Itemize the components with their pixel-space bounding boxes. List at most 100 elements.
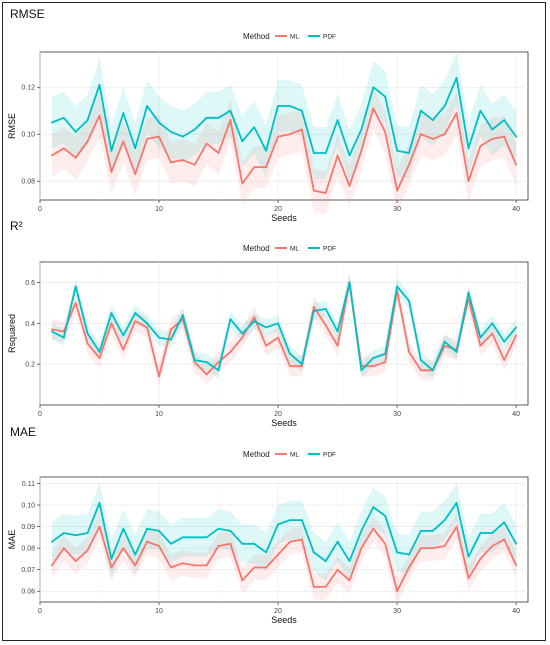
data-point-pdf (265, 326, 268, 329)
data-point-ml (336, 344, 339, 347)
data-point-ml (408, 566, 410, 569)
data-point-pdf (98, 83, 101, 86)
data-point-pdf (419, 359, 422, 361)
data-point-pdf (205, 116, 208, 119)
data-point-ml (277, 336, 279, 339)
data-point-ml (491, 332, 494, 335)
panel-title: MAE (10, 425, 36, 439)
data-point-ml (443, 133, 446, 136)
data-point-pdf (110, 149, 113, 152)
panel-mae: MAE Method ML PDF 0 10 20 30 40 0.06 0.07 0.08 0.09 0… (7, 425, 529, 625)
data-point-pdf (74, 285, 77, 288)
legend-label-pdf: PDF (323, 452, 336, 459)
x-tick-label: 20 (274, 206, 282, 213)
data-point-ml (372, 365, 375, 368)
data-point-ml (503, 538, 506, 541)
data-point-pdf (491, 532, 494, 534)
data-point-pdf (515, 135, 517, 138)
data-point-pdf (193, 128, 196, 131)
legend-title: Method (243, 32, 270, 41)
data-point-pdf (336, 119, 339, 122)
data-point-ml (110, 322, 113, 325)
x-tick-label: 40 (512, 608, 520, 615)
data-point-pdf (467, 555, 470, 558)
y-axis-label: RMSE (7, 113, 17, 139)
data-point-pdf (62, 532, 65, 534)
data-point-ml (241, 579, 244, 582)
data-point-pdf (277, 322, 279, 325)
data-point-pdf (265, 551, 268, 554)
y-tick-label: 0.08 (21, 546, 35, 553)
data-point-ml (324, 192, 327, 194)
data-point-pdf (122, 112, 125, 114)
data-point-ml (312, 586, 315, 588)
data-point-ml (217, 152, 220, 154)
data-point-ml (408, 163, 410, 166)
data-point-pdf (396, 149, 398, 152)
data-point-pdf (62, 116, 65, 119)
data-point-pdf (277, 105, 279, 107)
data-point-ml (98, 357, 101, 359)
data-point-pdf (396, 285, 398, 288)
x-tick-label: 10 (155, 206, 163, 213)
data-point-ml (146, 326, 149, 329)
data-point-pdf (98, 350, 101, 353)
data-point-pdf (253, 126, 256, 129)
data-point-pdf (158, 121, 160, 124)
data-point-pdf (193, 359, 196, 361)
data-point-pdf (51, 540, 53, 543)
data-point-pdf (419, 529, 422, 532)
data-point-pdf (384, 353, 387, 355)
data-point-pdf (336, 330, 339, 333)
data-point-pdf (300, 109, 303, 112)
data-point-ml (170, 161, 172, 164)
x-tick-label: 10 (155, 608, 163, 615)
data-point-ml (384, 542, 387, 545)
data-point-pdf (467, 291, 470, 294)
data-point-ml (277, 553, 279, 556)
data-point-ml (51, 154, 53, 157)
y-tick-label: 0.09 (21, 524, 35, 531)
data-point-pdf (74, 130, 77, 133)
data-point-pdf (503, 521, 506, 524)
data-point-pdf (455, 350, 458, 353)
data-point-ml (51, 328, 53, 331)
data-point-pdf (122, 527, 125, 530)
data-point-pdf (289, 353, 291, 355)
data-point-ml (300, 365, 303, 368)
y-tick-label: 0.08 (21, 179, 35, 186)
data-point-pdf (431, 119, 434, 122)
x-tick-label: 0 (38, 206, 42, 213)
y-axis-label: MAE (7, 530, 17, 550)
data-point-ml (455, 112, 458, 114)
y-axis-label: Rsquared (7, 314, 17, 353)
data-point-pdf (408, 553, 410, 556)
legend-title: Method (243, 450, 270, 459)
data-point-pdf (300, 519, 303, 522)
data-point-pdf (503, 119, 506, 122)
y-tick-label: 0.06 (21, 589, 35, 596)
data-point-pdf (253, 542, 256, 545)
panel-rmse: RMSE Method ML PDF 0 10 20 30 40 0.08 0.10 0.12 Seed… (7, 7, 529, 223)
y-tick-label: 0.10 (21, 132, 35, 139)
data-point-pdf (193, 536, 196, 539)
data-point-ml (467, 577, 470, 580)
data-point-ml (348, 185, 351, 187)
data-point-ml (443, 344, 446, 347)
data-point-ml (205, 373, 208, 376)
data-point-ml (360, 149, 363, 152)
data-point-ml (146, 540, 149, 543)
x-tick-label: 40 (512, 206, 520, 213)
data-point-ml (265, 566, 268, 569)
data-point-pdf (455, 501, 458, 504)
data-point-pdf (229, 109, 232, 112)
y-tick-label: 0.6 (25, 280, 35, 287)
data-point-pdf (491, 322, 494, 325)
data-point-pdf (98, 501, 101, 504)
grid-lines (39, 52, 528, 200)
data-point-pdf (146, 527, 149, 530)
data-point-ml (170, 328, 172, 331)
data-point-ml (86, 342, 89, 345)
data-point-ml (336, 154, 339, 157)
data-point-ml (491, 138, 494, 140)
